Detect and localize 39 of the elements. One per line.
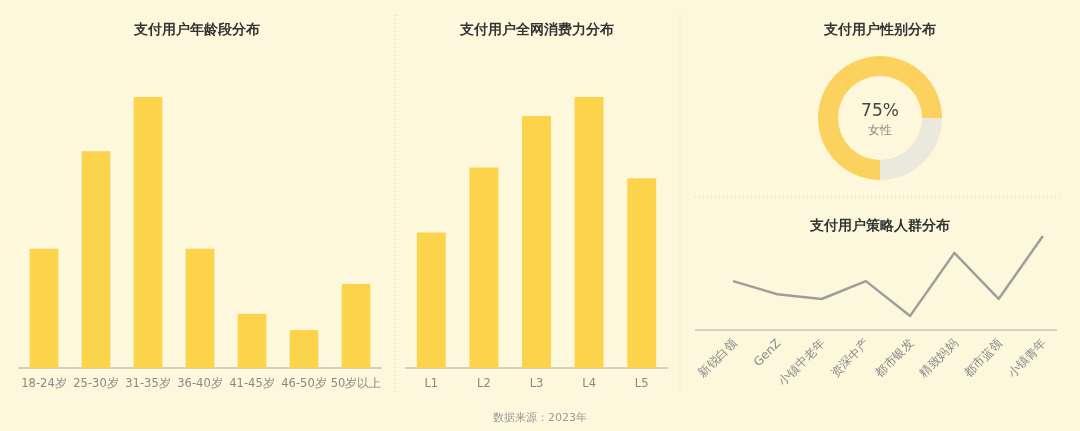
x-tick-label: 资深中产 [828,336,872,381]
x-tick-label: 小镇青年 [1005,336,1049,381]
x-tick-label: L2 [477,376,491,390]
bar [29,248,59,368]
bar [289,330,319,368]
x-tick-label: 18-24岁 [21,376,67,390]
source-note: 数据来源：2023年 [493,411,587,424]
bar [81,151,111,368]
bar [133,97,163,368]
x-tick-label: L4 [582,376,596,390]
x-tick-label: 新锐白领 [695,336,740,381]
chart-title: 支付用户性别分布 [823,21,936,37]
x-tick-label: 41-45岁 [229,376,275,390]
bar [416,232,446,368]
bar [185,248,215,368]
bar [237,313,267,368]
bar [341,283,371,368]
x-tick-label: 31-35岁 [125,376,171,390]
x-tick-label: L3 [529,376,544,390]
x-tick-label: 46-50岁 [281,376,327,390]
x-tick-label: 50岁以上 [330,376,382,390]
x-tick-label: 36-40岁 [177,376,223,390]
bar [469,167,499,368]
bar [522,115,551,368]
data-label: 75% [861,100,899,120]
bar [627,178,657,368]
x-tick-label: L5 [634,376,649,390]
chart-title: 支付用户年龄段分布 [133,21,260,37]
donut-slice [880,118,942,180]
x-tick-label: 精致妈妈 [916,336,961,381]
x-tick-label: L1 [424,376,439,390]
chart-title: 支付用户策略人群分布 [809,217,950,233]
x-tick-label: 都市银发 [872,336,917,381]
donut-slice [818,56,942,180]
x-tick-label: 25-30岁 [73,376,119,390]
chart-title: 支付用户全网消费力分布 [459,21,614,37]
x-tick-label: 都市蓝领 [960,336,1005,381]
bar [574,97,604,368]
slice-label: 女性 [868,123,892,137]
